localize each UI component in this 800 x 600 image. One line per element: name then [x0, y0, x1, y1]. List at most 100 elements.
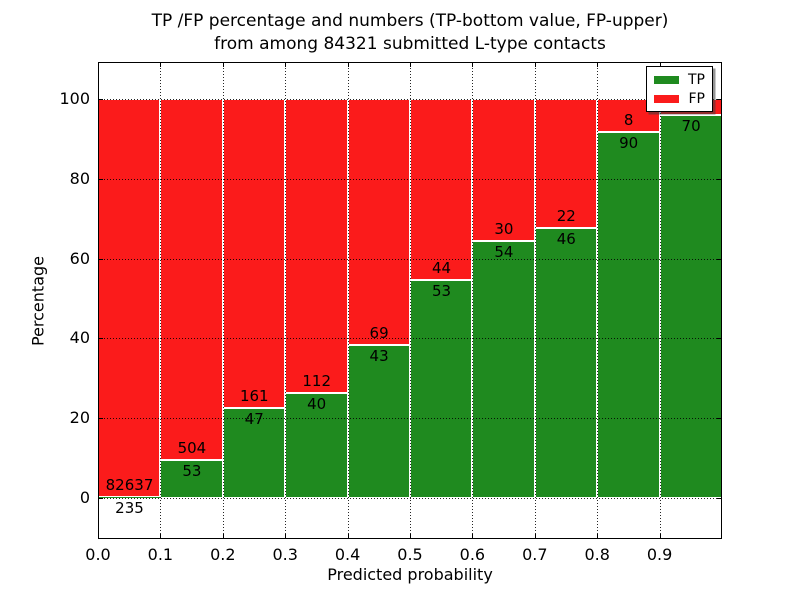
x-axis-tick [347, 534, 349, 539]
y-axis-tick [98, 338, 103, 340]
x-axis-tick [98, 62, 99, 67]
tp-count-label: 47 [244, 409, 264, 428]
y-tick-label: 60 [69, 248, 90, 268]
horizontal-gridline [98, 338, 722, 340]
x-tick-label: 0.1 [147, 545, 174, 564]
tp-count-label: 53 [182, 462, 202, 481]
fp-legend-label: FP [688, 90, 706, 107]
fp-bar-segment [98, 99, 161, 497]
fp-legend-swatch-icon [654, 94, 679, 103]
tp-count-label: 53 [431, 282, 452, 301]
legend-entry-tp: TP [654, 72, 705, 88]
chart-title: TP /FP percentage and numbers (TP-bottom… [98, 10, 722, 56]
vertical-gridline [659, 62, 661, 539]
vertical-gridline [285, 62, 287, 539]
fp-bar-segment [472, 99, 535, 242]
fp-bar-segment [347, 99, 410, 345]
tp-count-label: 54 [494, 243, 514, 262]
fp-count-label: 69 [369, 323, 389, 342]
x-axis-tick [659, 534, 661, 539]
x-axis-tick [410, 62, 411, 67]
tp-bar-segment [597, 131, 660, 498]
x-tick-label: 0.7 [522, 545, 548, 564]
vertical-gridline [472, 62, 474, 539]
x-tick-label: 0.8 [584, 545, 610, 564]
fp-count-label: 8 [623, 110, 634, 129]
fp-count-label: 504 [177, 439, 207, 458]
y-tick-label: 80 [69, 168, 90, 188]
tp-legend-swatch-icon [654, 75, 679, 84]
y-tick-label: 0 [79, 488, 90, 507]
tp-bar-segment [659, 115, 722, 498]
vertical-gridline [222, 62, 224, 539]
fp-count-label: 82637 [105, 475, 154, 494]
y-tick-label: 40 [69, 328, 90, 348]
y-axis-tick [717, 99, 722, 100]
y-tick-label: 20 [69, 408, 90, 428]
x-tick-label: 0.6 [459, 545, 486, 564]
x-axis-tick [285, 534, 287, 539]
tp-legend-label: TP [688, 71, 705, 88]
x-tick-label: 0.2 [210, 545, 236, 564]
tp-bar-segment [534, 228, 598, 498]
tp-bar-segment [98, 496, 161, 498]
x-axis-tick [534, 534, 536, 539]
x-axis-tick [410, 534, 411, 539]
vertical-gridline [597, 62, 599, 539]
fp-count-label: 112 [302, 372, 331, 391]
tp-bar-segment [285, 393, 348, 498]
horizontal-gridline [98, 99, 722, 100]
x-axis-label: Predicted probability [327, 565, 493, 584]
x-tick-label: 0.0 [85, 545, 111, 564]
chart-title-line-2: from among 84321 submitted L-type contac… [214, 34, 606, 54]
y-axis-tick [98, 178, 103, 180]
tp-bar-segment [160, 460, 223, 498]
fp-count-label: 30 [494, 220, 514, 239]
x-axis-tick [222, 534, 224, 539]
x-tick-label: 0.4 [334, 545, 361, 564]
horizontal-gridline [98, 258, 722, 260]
x-tick-label: 0.5 [397, 545, 423, 564]
tp-count-label: 46 [556, 230, 576, 249]
x-axis-tick [285, 62, 287, 67]
x-axis-tick [98, 534, 99, 539]
fp-bar-segment [222, 99, 286, 408]
x-axis-tick [222, 62, 224, 67]
x-axis-tick [160, 534, 162, 539]
y-axis-tick [717, 498, 722, 499]
vertical-gridline [410, 62, 411, 539]
tp-count-label: 235 [115, 498, 144, 517]
y-axis-tick [717, 338, 722, 340]
legend: TP FP [646, 66, 713, 112]
tp-bar-segment [472, 241, 535, 498]
plot-area: TP FP 82637 235 504 53 161 47 112 40 69 43 44 53 30 5… [98, 62, 722, 539]
x-axis-tick [160, 62, 162, 67]
fp-count-label: 44 [431, 259, 452, 278]
fp-count-label: 22 [556, 207, 576, 226]
fp-bar-segment [285, 99, 348, 394]
horizontal-gridline [98, 418, 722, 420]
tp-bar-segment [410, 280, 473, 498]
x-tick-label: 0.9 [646, 545, 673, 564]
tp-count-label: 90 [619, 133, 639, 152]
x-tick-label: 0.3 [272, 545, 298, 564]
fp-count-label: 161 [239, 386, 269, 405]
x-axis-tick [597, 534, 599, 539]
x-axis-tick [534, 62, 536, 67]
vertical-gridline [160, 62, 162, 539]
x-axis-tick [347, 62, 349, 67]
x-axis-tick [472, 534, 474, 539]
tp-count-label: 43 [369, 346, 389, 365]
tp-count-label: 70 [681, 117, 701, 135]
y-axis-tick [98, 418, 103, 420]
y-axis-tick [717, 178, 722, 180]
vertical-gridline [534, 62, 536, 539]
fp-bar-segment [160, 99, 223, 461]
x-axis-tick [659, 62, 661, 67]
tp-count-label: 40 [307, 395, 327, 414]
y-axis-label: Percentage [28, 255, 48, 347]
tp-bar-segment [347, 344, 410, 498]
y-tick-label: 100 [59, 89, 90, 108]
horizontal-gridline [98, 178, 722, 180]
